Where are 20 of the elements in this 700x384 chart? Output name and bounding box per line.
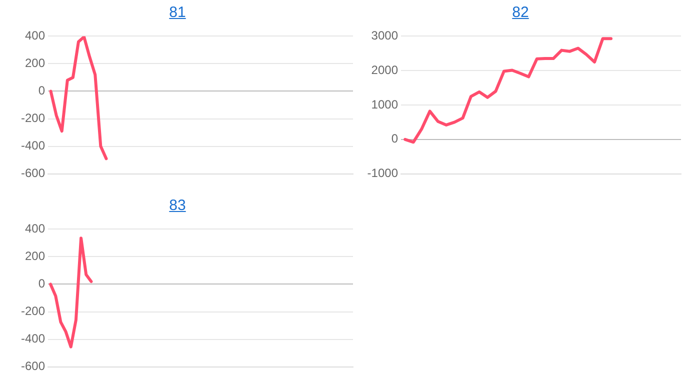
- y-tick-label: -400: [20, 332, 46, 346]
- y-tick-label: 0: [391, 132, 398, 146]
- y-tick-label: -600: [20, 359, 46, 374]
- y-tick-label: 200: [24, 249, 46, 264]
- y-tick-label: 400: [24, 28, 46, 43]
- y-tick-label: -200: [20, 304, 46, 318]
- y-tick-label: 2000: [371, 62, 398, 77]
- y-tick-label: 3000: [371, 28, 398, 43]
- y-tick-label: 400: [24, 222, 46, 236]
- chart-title: 82: [511, 4, 530, 21]
- y-tick-label: -400: [20, 138, 46, 153]
- y-tick-label: -200: [20, 111, 46, 126]
- chart-title: 81: [168, 4, 187, 21]
- y-tick-label: 1000: [371, 97, 398, 112]
- y-tick-label: -1000: [367, 166, 398, 180]
- y-tick-label: -600: [20, 166, 46, 180]
- chart-title: 83: [168, 197, 187, 214]
- y-tick-label: 200: [24, 56, 46, 70]
- y-tick-label: 0: [38, 276, 46, 291]
- y-tick-label: 0: [38, 84, 46, 98]
